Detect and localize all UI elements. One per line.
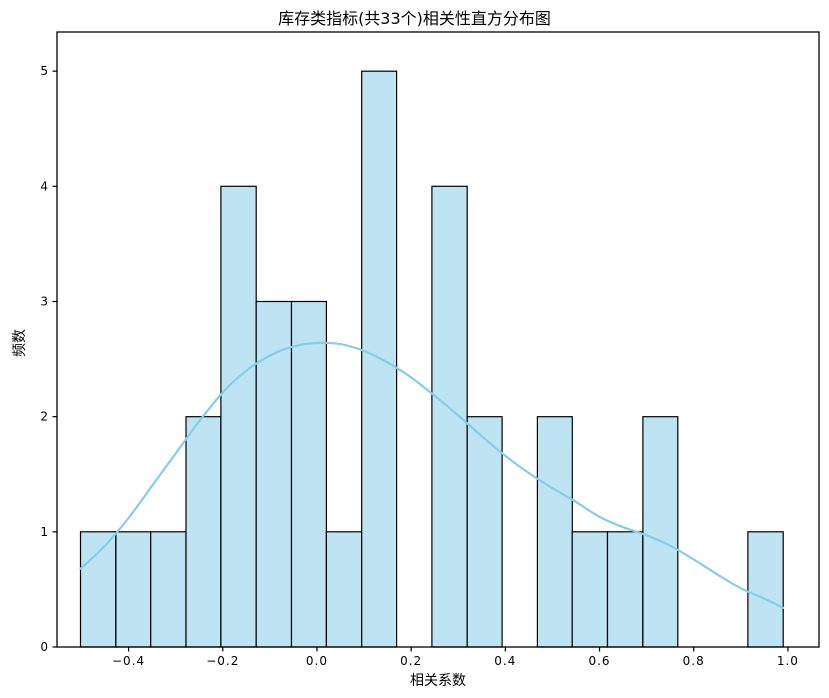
y-tick-label: 5	[40, 64, 48, 78]
kde-curve	[79, 341, 785, 609]
y-tick-label: 0	[40, 640, 48, 654]
histogram-bar	[536, 416, 573, 648]
histogram-bar	[185, 416, 222, 648]
x-tick-label: 0.6	[588, 654, 610, 668]
histogram-bar	[571, 531, 609, 648]
x-tick-label: 1.0	[777, 654, 799, 668]
histogram-bar	[79, 531, 117, 648]
x-tick-label: 0.4	[494, 654, 516, 668]
y-axis-label: 频数	[12, 329, 28, 357]
y-tick-label: 3	[40, 294, 48, 308]
histogram-bar	[325, 531, 363, 648]
plot-border	[56, 31, 820, 648]
histogram-bar	[220, 185, 257, 648]
chart-title: 库存类指标(共33个)相关性直方分布图	[278, 9, 551, 28]
y-tick-label: 2	[40, 410, 48, 424]
histogram-bars	[79, 70, 784, 648]
histogram-bar	[290, 300, 328, 648]
y-tick-label: 4	[40, 179, 48, 193]
x-tick-label: 0.8	[683, 654, 705, 668]
x-tick-label: 0.2	[400, 654, 422, 668]
histogram-bar	[747, 531, 784, 648]
histogram-bar	[150, 531, 187, 648]
histogram-bar	[466, 416, 503, 648]
histogram-bar	[606, 531, 644, 648]
histogram-bar	[642, 416, 679, 648]
x-tick-label: −0.4	[112, 654, 145, 668]
histogram-bar	[115, 531, 152, 648]
x-tick-label: 0.0	[306, 654, 328, 668]
x-axis-label: 相关系数	[410, 673, 466, 689]
y-tick-label: 1	[40, 525, 48, 539]
x-tick-label: −0.2	[206, 654, 239, 668]
histogram-bar	[431, 185, 468, 648]
